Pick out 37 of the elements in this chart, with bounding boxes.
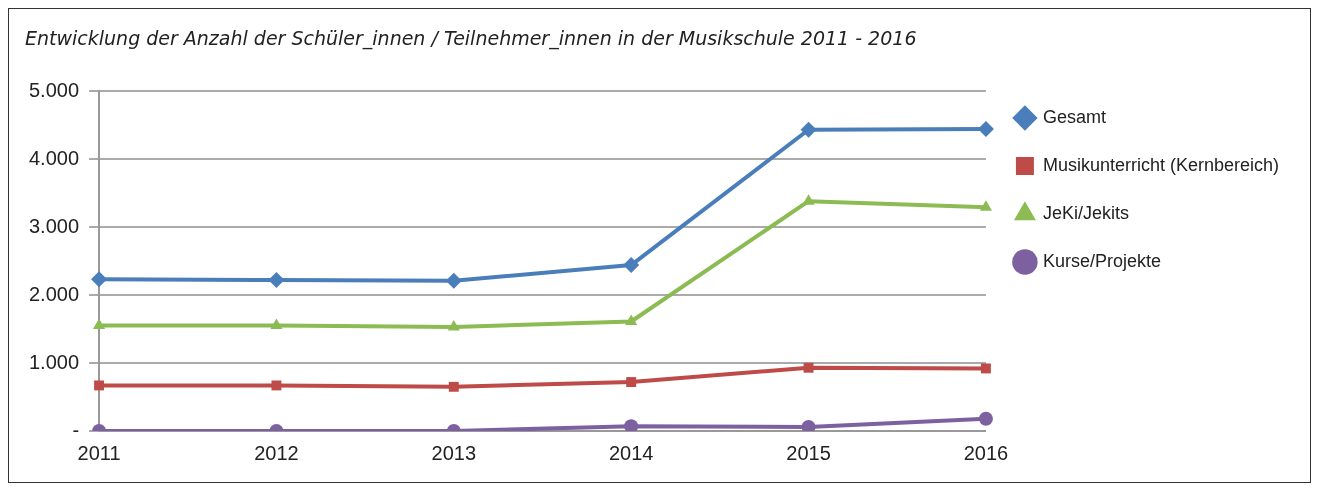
point (448, 381, 459, 392)
point (626, 377, 637, 387)
chart-title: Entwicklung der Anzahl der Schüler_innen / Teilnehmer_innen in der Musikschule 2011 - 2016 (24, 26, 918, 49)
point (445, 272, 462, 289)
x-tick-label: 2012 (254, 441, 299, 464)
point (92, 318, 106, 330)
legend-label: Musikunterricht (Kernbereich) (1042, 154, 1280, 175)
legend-label: Gesamt (1042, 106, 1106, 127)
y-tick-label: 2.000 (28, 282, 80, 305)
point (800, 121, 817, 138)
point (624, 419, 639, 431)
x-tick-label: 2014 (608, 441, 654, 464)
point (980, 363, 991, 374)
point (801, 419, 816, 431)
x-tick-label: 2011 (77, 441, 121, 464)
point (803, 362, 814, 373)
legend-label: JeKi/Jekits (1042, 202, 1129, 223)
point (91, 271, 108, 288)
legend-label: Kurse/Projekte (1042, 250, 1161, 271)
point (268, 272, 285, 289)
y-tick-label: 1.000 (28, 350, 80, 373)
x-tick-label: 2016 (963, 441, 1009, 464)
y-tick-label: - (72, 418, 80, 441)
point (94, 380, 104, 391)
x-tick-label: 2013 (431, 441, 477, 464)
y-tick-label: 3.000 (28, 214, 80, 237)
point (625, 314, 638, 326)
x-tick-label: 2015 (786, 441, 831, 464)
point (447, 319, 460, 331)
point (270, 318, 283, 330)
point (802, 194, 815, 205)
y-tick-label: 4.000 (28, 146, 80, 169)
point (979, 200, 992, 211)
y-tick-label: 5.000 (28, 78, 80, 101)
point (623, 257, 640, 274)
point (271, 380, 282, 391)
point (978, 411, 993, 426)
